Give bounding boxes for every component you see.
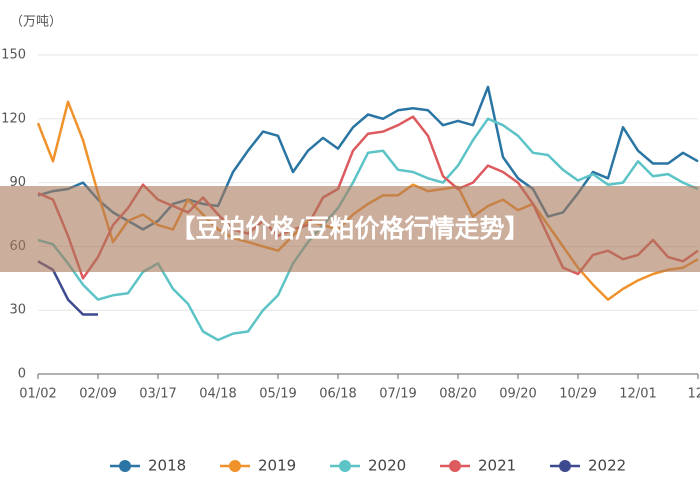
x-tick-label: 06/18 xyxy=(319,387,356,402)
y-tick-label: 120 xyxy=(1,111,26,126)
y-tick-label: 0 xyxy=(18,367,26,382)
x-tick-label: 12/ xyxy=(688,387,700,402)
legend-text: 2021 xyxy=(478,457,516,475)
x-tick-label: 10/29 xyxy=(559,387,596,402)
y-tick-label: 30 xyxy=(9,303,26,318)
banner-text: 【豆柏价格/豆粕价格行情走势】 xyxy=(170,214,529,243)
legend-marker xyxy=(559,460,571,472)
x-tick-label: 04/18 xyxy=(199,387,236,402)
legend-marker xyxy=(119,460,131,472)
x-tick-label: 12/01 xyxy=(619,387,656,402)
banner-bg xyxy=(0,186,700,272)
legend-marker xyxy=(339,460,351,472)
y-tick-label: 150 xyxy=(1,48,26,63)
x-tick-label: 05/19 xyxy=(259,387,296,402)
legend-text: 2020 xyxy=(368,457,406,475)
x-tick-label: 08/20 xyxy=(439,387,476,402)
legend-marker xyxy=(449,460,461,472)
legend-text: 2019 xyxy=(258,457,296,475)
y-unit: （万吨） xyxy=(10,15,62,30)
legend-marker xyxy=(229,460,241,472)
x-tick-label: 03/17 xyxy=(139,387,176,402)
x-tick-label: 01/02 xyxy=(19,387,56,402)
x-tick-label: 09/20 xyxy=(499,387,536,402)
legend-text: 2022 xyxy=(588,457,626,475)
x-tick-label: 07/19 xyxy=(379,387,416,402)
legend-text: 2018 xyxy=(148,457,186,475)
x-tick-label: 02/09 xyxy=(79,387,116,402)
